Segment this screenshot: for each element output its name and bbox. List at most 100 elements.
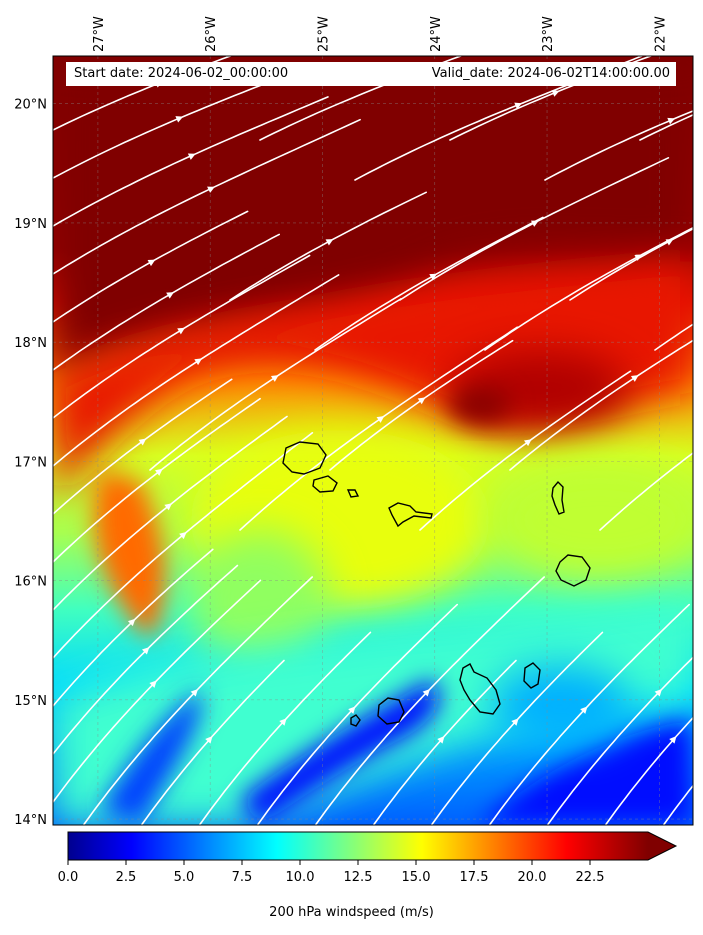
- streamline-arrow: [177, 327, 185, 335]
- island-brava: [350, 714, 361, 727]
- graticule: [53, 56, 693, 825]
- streamline: [604, 716, 693, 825]
- streamline: [239, 326, 519, 531]
- colorbar-label: 200 hPa windspeed (m/s): [269, 905, 434, 920]
- latitude-axis: 20°N 19°N 18°N 17°N 16°N 15°N 14°N: [14, 98, 47, 828]
- streamline-arrow: [654, 689, 662, 697]
- streamline-arrow: [551, 90, 560, 97]
- windspeed-field: [53, 56, 693, 825]
- start-date-label: Start date: 2024-06-02_00:00:00: [74, 66, 289, 81]
- streamline-arrow: [155, 468, 163, 476]
- date-info-box: Start date: 2024-06-02_00:00:00 Valid_da…: [66, 62, 676, 86]
- streamline: [314, 576, 545, 825]
- colorbar-tick-label: 7.5: [232, 870, 253, 885]
- streamline: [509, 339, 693, 471]
- streamline: [639, 114, 693, 141]
- streamline: [149, 298, 402, 471]
- streamline: [569, 227, 693, 301]
- streamline: [488, 603, 690, 825]
- streamline: [53, 254, 311, 419]
- streamline: [53, 397, 261, 563]
- island-sao-nicolau: [388, 502, 433, 528]
- streamline: [544, 110, 693, 181]
- lon-tick-label: 23°W: [541, 16, 556, 52]
- lon-tick-label: 25°W: [316, 16, 331, 52]
- streamline-arrow: [437, 736, 445, 744]
- streamline-arrow: [667, 117, 676, 125]
- streamline-arrow: [194, 358, 203, 366]
- colorbar-tick-label: 5.0: [174, 870, 195, 885]
- coastlines: [282, 441, 591, 727]
- streamline-arrow: [669, 736, 677, 744]
- streamline-arrow: [179, 531, 187, 540]
- streamline-arrow: [530, 220, 539, 227]
- streamline: [314, 216, 544, 351]
- streamline-arrow: [190, 689, 198, 697]
- streamline-arrow: [141, 647, 150, 655]
- streamline-arrow: [348, 706, 356, 714]
- streamline: [662, 784, 693, 825]
- streamline: [82, 576, 313, 825]
- streamline: [140, 659, 285, 825]
- valid-date-label: Valid_date: 2024-06-02T14:00:00.00: [431, 66, 670, 81]
- colorbar-tick-label: 15.0: [402, 870, 431, 885]
- streamline-arrow: [205, 736, 213, 744]
- streamline-arrow: [166, 292, 174, 299]
- streamline: [53, 118, 361, 275]
- streamline-arrow: [164, 503, 172, 511]
- streamline: [53, 579, 262, 803]
- map-frame: [52, 55, 694, 826]
- streamline-arrow: [325, 239, 334, 246]
- streamline: [229, 191, 427, 301]
- colorbar-tick-label: 10.0: [286, 870, 315, 885]
- island-sal: [551, 480, 565, 515]
- streamline-arrow: [127, 618, 136, 627]
- streamlines: [53, 56, 693, 825]
- streamline: [53, 378, 233, 515]
- streamline: [599, 452, 693, 531]
- island-boa-vista: [555, 554, 591, 587]
- colorbar-tick-label: 22.5: [576, 870, 605, 885]
- streamline: [372, 659, 517, 825]
- colorbar: 0.0 2.5 5.0 7.5 10.0 12.5 15.0 17.5 20.0 22.5: [58, 831, 678, 885]
- lat-tick-label: 20°N: [14, 98, 47, 113]
- streamline-arrow: [270, 375, 279, 382]
- streamline: [198, 631, 372, 825]
- streamline-arrow: [580, 706, 588, 714]
- streamline-arrow: [279, 718, 287, 726]
- island-santo-antao: [282, 441, 327, 475]
- colorbar-tick-label: 2.5: [116, 870, 137, 885]
- lat-tick-label: 14°N: [14, 813, 47, 828]
- streamline: [53, 210, 249, 323]
- lon-tick-label: 26°W: [204, 16, 219, 52]
- colorbar-tick-label: 20.0: [518, 870, 547, 885]
- streamline: [53, 233, 280, 371]
- streamline-arrow: [511, 718, 519, 726]
- streamline-arrow: [175, 116, 184, 123]
- streamline-arrow: [376, 416, 385, 423]
- streamline: [53, 71, 296, 179]
- lat-tick-label: 19°N: [14, 217, 47, 232]
- streamline: [430, 631, 604, 825]
- colorbar-extend-arrow: [648, 832, 676, 860]
- streamline: [53, 96, 329, 227]
- streamline: [53, 548, 214, 707]
- streamline: [546, 656, 693, 825]
- streamline: [399, 157, 670, 301]
- streamline-arrow: [138, 438, 147, 446]
- streamline: [53, 415, 288, 611]
- streamline-arrow: [630, 375, 639, 382]
- streamline-arrow: [665, 239, 674, 246]
- streamline: [329, 339, 514, 471]
- lon-tick-label: 22°W: [653, 16, 668, 52]
- lat-tick-label: 15°N: [14, 694, 47, 709]
- streamline: [53, 432, 314, 659]
- lat-tick-label: 18°N: [14, 336, 47, 351]
- island-santa-luzia: [346, 489, 360, 498]
- streamline: [654, 323, 693, 351]
- streamline: [53, 274, 340, 467]
- streamline: [53, 564, 239, 755]
- colorbar-gradient: [68, 832, 648, 860]
- island-santiago: [459, 663, 501, 715]
